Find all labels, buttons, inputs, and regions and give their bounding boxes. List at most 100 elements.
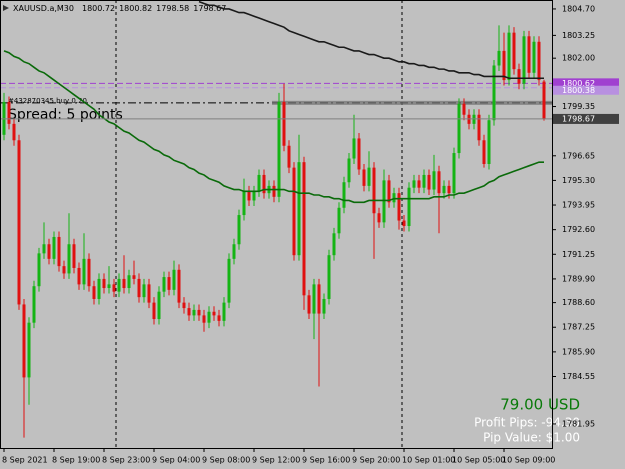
candle-body: [32, 286, 36, 323]
y-tick-label: 1795.30: [562, 176, 595, 185]
x-tick-label: 9 Sep 04:00: [152, 456, 200, 465]
candle-body: [417, 180, 421, 188]
pip-value-text: Pip Value: $1.00: [483, 431, 580, 445]
x-tick-label: 9 Sep 08:00: [202, 456, 250, 465]
candle-body: [12, 123, 16, 141]
candle-body: [427, 174, 431, 190]
header-low: 1798.58: [156, 4, 189, 13]
chart-header: XAUUSD.a,M30 1800.72 1800.82 1798.58 1798.67: [13, 4, 226, 13]
candle-body: [387, 180, 391, 203]
candle-body: [227, 258, 231, 303]
candle-body: [82, 258, 86, 285]
candle-body: [62, 266, 66, 274]
last-price-tag: [553, 113, 619, 124]
candle-body: [487, 120, 491, 164]
candle-body: [402, 220, 406, 227]
candle-body: [457, 103, 461, 154]
candle-body: [367, 167, 371, 186]
y-tick-label: 1789.90: [562, 274, 595, 283]
candle-body: [102, 278, 106, 289]
y-tick-label: 1784.55: [562, 372, 595, 381]
candle-body: [447, 185, 451, 194]
candle-body: [137, 278, 141, 298]
candle-body: [542, 81, 546, 119]
candle-body: [432, 171, 436, 190]
candle-body: [27, 322, 31, 378]
candle-body: [262, 174, 266, 194]
candle-body: [77, 267, 81, 285]
y-tick-label: 1792.60: [562, 225, 595, 234]
candle-body: [47, 244, 51, 259]
candle-body: [362, 169, 366, 186]
moving-average: [3, 50, 544, 204]
x-tick-label: 10 Sep 09:00: [502, 456, 555, 465]
candle-body: [422, 174, 426, 188]
candle-body: [132, 275, 136, 279]
candle-body: [312, 284, 316, 314]
candle-body: [482, 140, 486, 164]
candle-body: [317, 284, 321, 314]
candle-body: [252, 191, 256, 201]
candle-body: [337, 207, 341, 234]
candle-body: [372, 167, 376, 214]
candle-body: [157, 291, 161, 320]
y-tick-label: 1785.90: [562, 347, 595, 356]
candle-body: [42, 244, 46, 254]
spread-text: Spread: 5 points: [8, 107, 123, 123]
symbol-title: XAUUSD.a,M30: [13, 4, 74, 13]
candle-body: [292, 167, 296, 256]
candle-body: [407, 187, 411, 227]
candle-body: [92, 286, 96, 299]
candle-body: [72, 244, 76, 268]
candle-body: [512, 32, 516, 70]
candle-body: [257, 174, 261, 192]
candle-body: [107, 284, 111, 289]
candle-body: [52, 236, 56, 259]
candle-body: [57, 236, 61, 267]
candle-body: [282, 101, 286, 146]
candle-body: [517, 69, 521, 84]
candle-body: [17, 140, 21, 305]
price-level-tag: [553, 78, 619, 88]
candle-body: [112, 284, 116, 292]
candle-body: [352, 138, 356, 159]
candle-body: [492, 65, 496, 121]
y-tick-label: 1802.00: [562, 54, 595, 63]
header-close: 1798.67: [193, 4, 226, 13]
candle-body: [202, 315, 206, 323]
candle-body: [212, 311, 216, 316]
candle-body: [522, 36, 526, 84]
candle-body: [177, 269, 181, 303]
candle-body: [527, 36, 531, 73]
candle-body: [357, 138, 361, 170]
candle-body: [7, 101, 11, 124]
candle-body: [97, 278, 101, 299]
x-tick-label: 10 Sep 01:00: [402, 456, 455, 465]
candle-body: [477, 114, 481, 141]
candle-body: [412, 180, 416, 188]
candle-body: [247, 191, 251, 201]
candle-body: [172, 269, 176, 290]
price-level-tag: [553, 85, 619, 95]
candle-body: [182, 302, 186, 309]
candle-body: [37, 253, 41, 287]
candle-body: [122, 278, 126, 289]
price-level-label: 1800.38: [562, 86, 595, 95]
candle-body: [192, 309, 196, 316]
y-tick-label: 1803.25: [562, 31, 595, 40]
symbol-icon: [3, 5, 9, 11]
x-tick-label: 10 Sep 05:00: [452, 456, 505, 465]
candle-body: [392, 193, 396, 203]
y-tick-label: 1804.70: [562, 4, 595, 13]
candle-body: [502, 50, 506, 81]
candle-body: [452, 153, 456, 194]
candle-body: [322, 298, 326, 314]
candle-body: [222, 302, 226, 321]
y-tick-label: 1781.95: [562, 419, 595, 428]
x-tick-label: 8 Sep 19:00: [52, 456, 100, 465]
candle-body: [462, 103, 466, 115]
candle-body: [287, 145, 291, 168]
candle-body: [147, 284, 151, 303]
y-tick-label: 1788.60: [562, 298, 595, 307]
